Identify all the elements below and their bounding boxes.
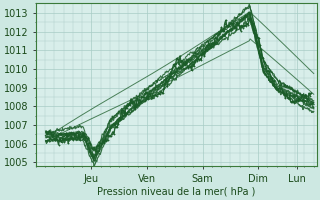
X-axis label: Pression niveau de la mer( hPa ): Pression niveau de la mer( hPa )	[97, 187, 255, 197]
